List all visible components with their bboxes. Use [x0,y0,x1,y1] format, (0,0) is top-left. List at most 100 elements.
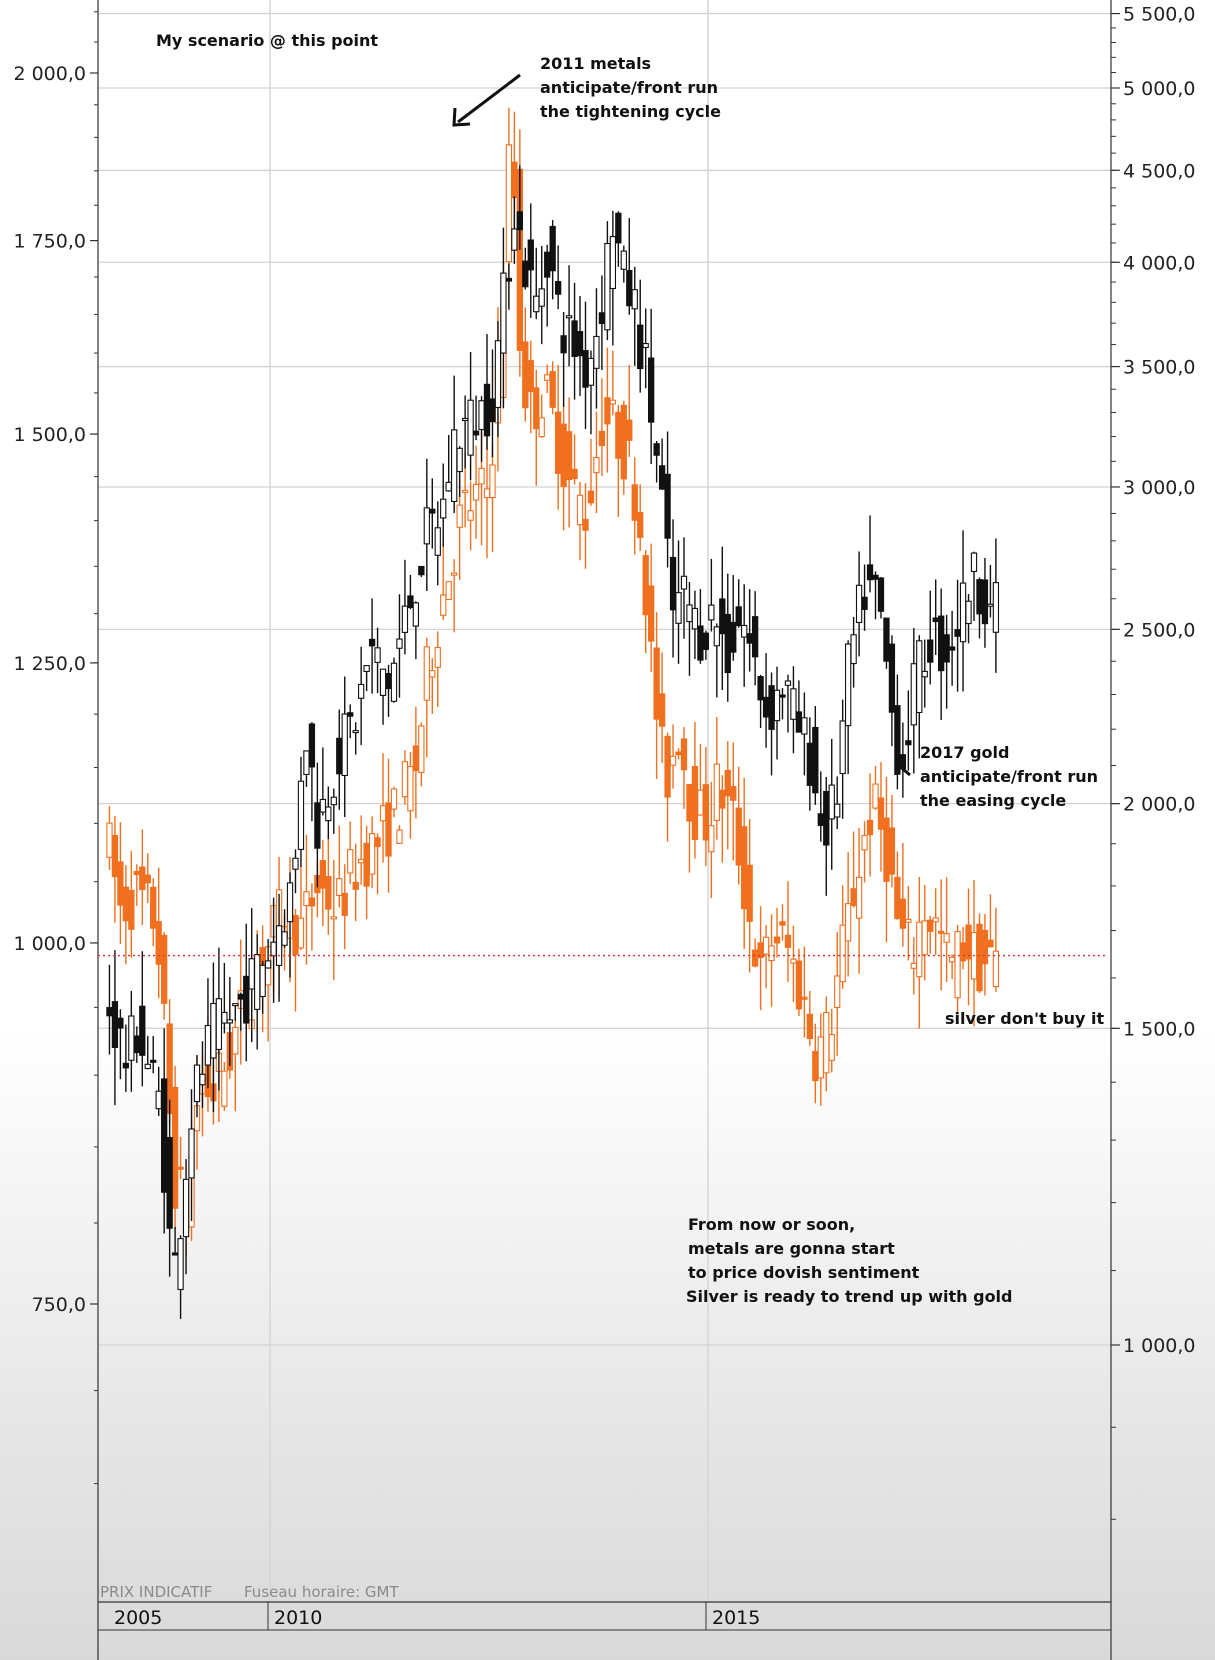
gold-candle [691,590,699,660]
silver-candle [648,543,655,673]
silver-candle [434,631,441,707]
x-axis-ticks: 2005 2010 2015 [114,1602,760,1630]
silver-candle [445,581,452,601]
silver-candle [855,827,863,974]
gold-candle [128,990,135,1092]
left-tick-label-4: 1 000,0 [13,933,86,955]
silver-candle [883,777,890,943]
silver-candle [576,481,584,561]
silver-candle [773,907,781,958]
gold-candle [374,627,381,694]
gold-candle [533,247,540,320]
silver-candle [171,1065,179,1230]
timezone-note: Fuseau horaire: GMT [244,1583,399,1601]
silver-candle [631,457,638,555]
silver-candle [708,781,715,899]
gold-candle [587,350,595,435]
silver-candle [133,864,140,906]
gold-candle [544,244,551,327]
gold-candle [812,706,819,805]
silver-candle [730,742,737,861]
silver-candle [866,773,874,877]
silver-candle [751,938,759,968]
silver-candle [554,365,562,510]
right-tick-label-1: 5 000,0 [1123,78,1196,100]
silver-candle [620,400,627,495]
gold-candle [927,590,934,685]
gold-candle [954,579,961,692]
silver-candle [593,411,600,514]
gold-candle [150,1036,157,1074]
silver-candle [675,748,682,760]
silver-candle [582,483,589,569]
silver-candle [948,954,956,980]
gold-candle [396,594,403,698]
left-tick-label-1: 1 750,0 [13,231,86,253]
silver-candle [609,350,617,416]
silver-candle [330,860,337,981]
silver-candle [844,852,852,977]
silver-candle [560,404,567,531]
gold-candle [790,666,797,754]
gold-candle [177,1235,184,1319]
gold-candle [828,738,835,870]
gold-candle [243,923,250,1062]
gold-candle [872,571,879,620]
silver-candle [221,1062,228,1111]
silver-candle [664,732,671,842]
gold-candle [117,1009,124,1080]
gold-candle [642,308,649,389]
right-tick-label-5: 3 000,0 [1123,477,1196,499]
right-tick-label-8: 1 500,0 [1123,1018,1196,1040]
silver-candle [232,1019,239,1112]
gold-candle [992,538,1000,673]
gold-candle [440,463,447,547]
silver-candle [899,842,907,947]
gold-candle [855,551,863,657]
gold-candle [593,288,600,409]
silver-candle [877,762,885,872]
silver-candle [724,741,731,850]
gold-candle [899,722,907,798]
gold-candle [844,640,852,774]
silver-candle [374,833,381,895]
silver-candle [790,925,797,1002]
note-2017-line2: anticipate/front run [920,767,1098,786]
gold-candle [166,1099,173,1277]
silver-candle [549,361,556,415]
silver-candle [691,721,699,859]
gold-candle [379,668,387,725]
gold-candle [675,540,682,664]
gold-candle [358,646,365,746]
gold-candle [155,1066,162,1117]
note-2011-line3: the tightening cycle [540,102,721,121]
gold-candle [702,630,710,660]
gold-candle [489,349,496,458]
gold-candle [188,1089,195,1222]
gold-candle [560,311,567,407]
gold-candle [106,964,113,1055]
gold-candle [483,334,491,450]
gold-candle [615,211,622,267]
gold-candle [582,301,589,430]
gold-candle [773,666,781,760]
gold-candle [144,1035,151,1070]
gold-candle [806,717,813,811]
gold-candle [921,639,928,708]
silver-candle [352,843,359,922]
gold-candle [171,1226,179,1256]
gold-candle [182,1159,190,1275]
silver-candle [122,865,130,965]
gold-candle [866,515,874,593]
silver-candle [806,990,813,1047]
gold-candle [385,664,392,717]
gold-candle [341,676,348,817]
silver-candle [762,925,770,989]
silver-candle [407,752,414,839]
silver-candle [440,537,447,620]
silver-candle [658,652,666,764]
silver-candle [336,825,343,908]
silver-candle [483,433,491,559]
gold-candle [423,458,430,591]
gold-candle [757,674,764,729]
